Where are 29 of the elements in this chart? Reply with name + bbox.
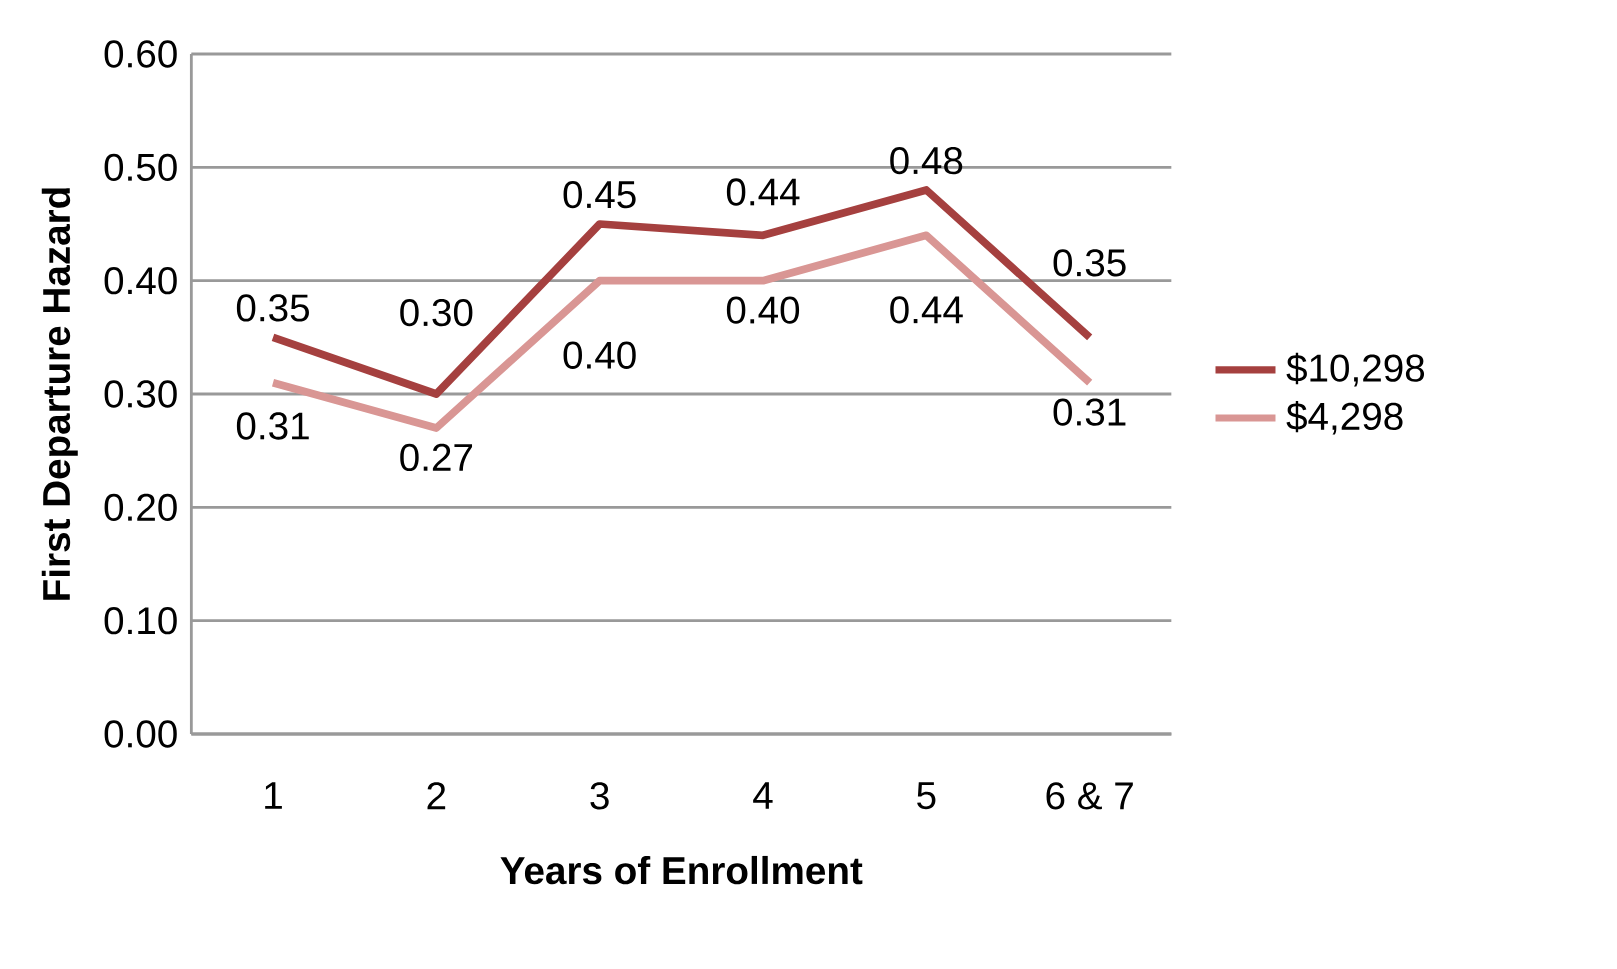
data-label: 0.40 xyxy=(726,296,800,324)
x-tick-label: 6 & 7 xyxy=(1046,782,1133,810)
x-tick-label: 2 xyxy=(427,782,446,810)
x-tick-label: 4 xyxy=(753,782,773,809)
x-axis-title: Years of Enrollment xyxy=(500,855,863,885)
legend-label: $10,298 xyxy=(1286,352,1425,387)
y-tick-label: 0.60 xyxy=(104,40,177,68)
x-tick-label: 3 xyxy=(590,782,609,810)
y-tick-label: 0.20 xyxy=(104,493,177,522)
data-label: 0.31 xyxy=(1053,398,1126,426)
y-tick-label: 0.00 xyxy=(104,720,177,748)
data-label: 0.35 xyxy=(236,294,309,322)
y-tick-label: 0.30 xyxy=(104,380,177,408)
data-label: 0.27 xyxy=(400,443,473,472)
data-label: 0.40 xyxy=(563,341,636,369)
data-label: 0.48 xyxy=(890,146,963,175)
data-label: 0.31 xyxy=(236,412,309,440)
data-label: 0.35 xyxy=(1053,249,1126,277)
data-label: 0.44 xyxy=(726,178,800,206)
y-tick-label: 0.10 xyxy=(104,607,177,635)
y-tick-label: 0.40 xyxy=(104,267,177,295)
y-tick-label: 0.50 xyxy=(104,153,177,182)
data-label: 0.44 xyxy=(890,296,963,324)
x-tick-label: 1 xyxy=(265,782,282,809)
data-label: 0.45 xyxy=(563,180,636,209)
y-axis-title: First Departure Hazard xyxy=(41,188,78,600)
legend-label: $4,298 xyxy=(1286,401,1403,435)
data-label: 0.30 xyxy=(400,298,473,327)
x-tick-label: 5 xyxy=(917,782,936,810)
